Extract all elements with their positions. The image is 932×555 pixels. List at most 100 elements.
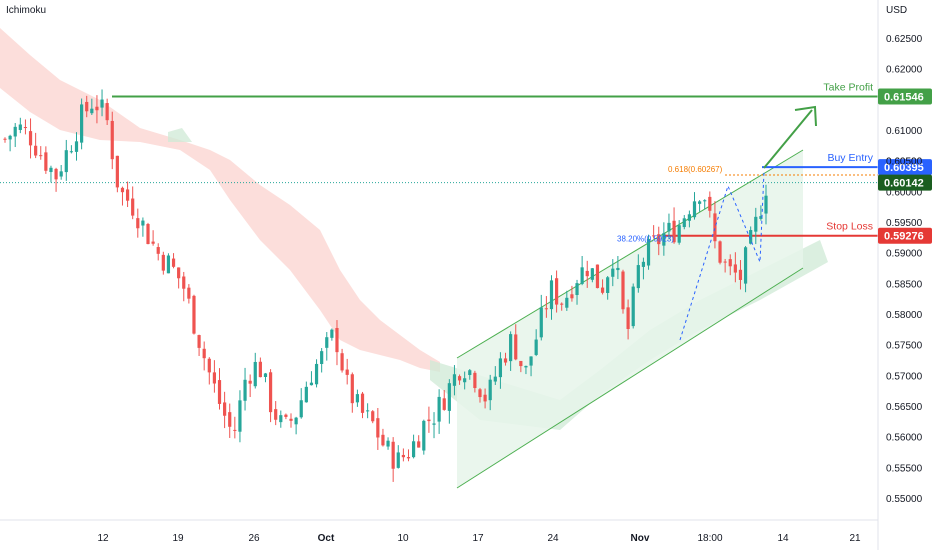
candle-body — [371, 411, 375, 422]
candle-body — [177, 267, 181, 279]
candle-body — [13, 126, 17, 137]
candle-body — [187, 287, 191, 299]
level-lines — [0, 95, 878, 237]
candle-body — [503, 358, 508, 363]
candle-body — [718, 241, 722, 263]
candle-body — [708, 196, 712, 211]
candle-body — [754, 216, 758, 232]
channel-fill — [457, 150, 803, 488]
channel-upper — [456, 149, 804, 359]
candle-body — [749, 230, 753, 244]
arrow-shaft — [763, 109, 813, 169]
stop-loss-price-tag — [878, 227, 932, 244]
candle-body — [320, 351, 324, 365]
price-tick-label: 0.58500 — [886, 279, 923, 290]
candle-body — [473, 372, 477, 389]
candle-body — [585, 270, 589, 277]
candle-body — [299, 400, 303, 418]
candle-body — [411, 441, 416, 458]
candle-body — [28, 131, 33, 146]
candle-body — [125, 189, 130, 201]
candle-body — [376, 418, 380, 438]
candle-body — [115, 155, 119, 188]
candle-body — [284, 414, 288, 417]
candle-body — [626, 307, 630, 330]
candle-body — [662, 233, 666, 246]
candle-body — [703, 200, 707, 202]
candle-body — [738, 269, 743, 280]
candle-body — [8, 135, 12, 140]
candle-body — [544, 308, 548, 310]
candle-body — [274, 409, 278, 420]
price-tick-label: 0.57500 — [886, 341, 923, 352]
candle-body — [192, 295, 196, 334]
candle-body — [34, 145, 38, 156]
buy-entry-label: Buy Entry — [827, 152, 873, 164]
candle-body — [207, 358, 211, 373]
candle-body — [44, 152, 48, 171]
candle-body — [452, 374, 457, 386]
candle-body — [18, 124, 22, 130]
candle-body — [733, 264, 737, 273]
candle-body — [641, 261, 646, 267]
candle-body — [23, 127, 28, 129]
price-tick-label: 0.55500 — [886, 463, 923, 474]
current-price-price-value: 0.60142 — [884, 178, 924, 190]
candle-body — [682, 218, 686, 228]
price-tick-label: 0.62000 — [886, 65, 923, 76]
candle-body — [570, 294, 574, 299]
price-tick-label: 0.58000 — [886, 310, 923, 321]
candle-body — [692, 201, 697, 218]
candle-body — [105, 103, 109, 121]
candle-body — [611, 268, 615, 277]
candle-body — [463, 378, 467, 383]
candle-body — [263, 373, 268, 377]
fib-382-label: 38.20%(0.5923) — [617, 235, 674, 244]
candle-body — [54, 168, 58, 180]
time-tick-label: Oct — [318, 533, 335, 544]
candle-body — [698, 201, 702, 204]
candle-body — [427, 419, 431, 422]
candle-body — [657, 234, 661, 245]
candle-body — [243, 379, 247, 401]
candle-body — [64, 150, 68, 173]
candle-body — [565, 297, 569, 308]
candle-body — [350, 374, 354, 404]
time-tick-label: Nov — [631, 533, 650, 544]
candle-body — [120, 187, 125, 193]
candle-body — [340, 353, 344, 371]
candle-body — [672, 220, 676, 243]
candle-body — [600, 287, 605, 293]
candle-body — [59, 171, 63, 177]
candle-body — [391, 441, 395, 469]
candle-body — [212, 372, 217, 384]
candle-body — [549, 280, 554, 310]
candle-body — [621, 271, 625, 310]
candle-body — [422, 420, 426, 451]
price-tick-label: 0.57000 — [886, 371, 923, 382]
time-tick-label: 21 — [849, 533, 861, 544]
candle-body — [156, 247, 160, 254]
candle-body — [636, 265, 640, 289]
candle-body — [171, 258, 176, 267]
candle-body — [493, 376, 497, 382]
candle-body — [529, 356, 533, 366]
candle-body — [677, 225, 681, 243]
candle-body — [223, 402, 227, 416]
fib-618-label: 0.618(0.60267) — [668, 165, 723, 174]
candle-body — [335, 327, 339, 353]
candle-body — [136, 218, 140, 229]
fib-path — [679, 171, 765, 341]
candle-body — [652, 235, 656, 237]
time-tick-label: 18:00 — [697, 533, 722, 544]
candle-body — [406, 457, 411, 459]
price-tick-label: 0.60000 — [886, 187, 923, 198]
candle-body — [616, 267, 620, 271]
price-tick-label: 0.56000 — [886, 433, 923, 444]
candle-body — [141, 220, 145, 226]
candle-body — [100, 99, 104, 108]
candle-body — [233, 429, 237, 431]
candle-body — [488, 379, 492, 401]
